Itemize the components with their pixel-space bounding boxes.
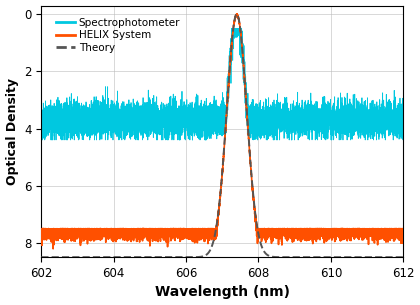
- Spectrophotometer: [253, 110, 258, 114]
- Spectrophotometer: [229, 27, 234, 30]
- Spectrophotometer: [40, 138, 45, 142]
- Spectrophotometer: [170, 113, 175, 117]
- Theory: [80, 255, 85, 259]
- Spectrophotometer: [39, 121, 44, 125]
- HELIX System: [58, 227, 63, 231]
- HELIX System: [259, 227, 264, 231]
- HELIX System: [229, 42, 234, 45]
- Spectrophotometer: [307, 131, 312, 135]
- Theory: [39, 255, 44, 259]
- Theory: [193, 255, 198, 259]
- Spectrophotometer: [401, 137, 406, 141]
- HELIX System: [234, 13, 239, 16]
- Spectrophotometer: [57, 99, 62, 103]
- HELIX System: [401, 230, 406, 234]
- Line: HELIX System: HELIX System: [41, 14, 403, 249]
- HELIX System: [39, 227, 44, 231]
- Spectrophotometer: [326, 128, 331, 131]
- Spectrophotometer: [269, 122, 274, 126]
- HELIX System: [224, 110, 229, 114]
- Theory: [401, 255, 406, 259]
- Theory: [102, 255, 107, 259]
- X-axis label: Wavelength (nm): Wavelength (nm): [155, 285, 290, 300]
- Line: Spectrophotometer: Spectrophotometer: [41, 28, 403, 140]
- Theory: [178, 255, 183, 259]
- Line: Theory: Theory: [41, 14, 403, 257]
- Theory: [394, 255, 399, 259]
- HELIX System: [50, 247, 55, 251]
- Y-axis label: Optical Density: Optical Density: [5, 78, 18, 185]
- HELIX System: [132, 234, 137, 238]
- Theory: [234, 12, 239, 16]
- Theory: [355, 255, 360, 259]
- HELIX System: [92, 229, 97, 233]
- Legend: Spectrophotometer, HELIX System, Theory: Spectrophotometer, HELIX System, Theory: [54, 16, 182, 55]
